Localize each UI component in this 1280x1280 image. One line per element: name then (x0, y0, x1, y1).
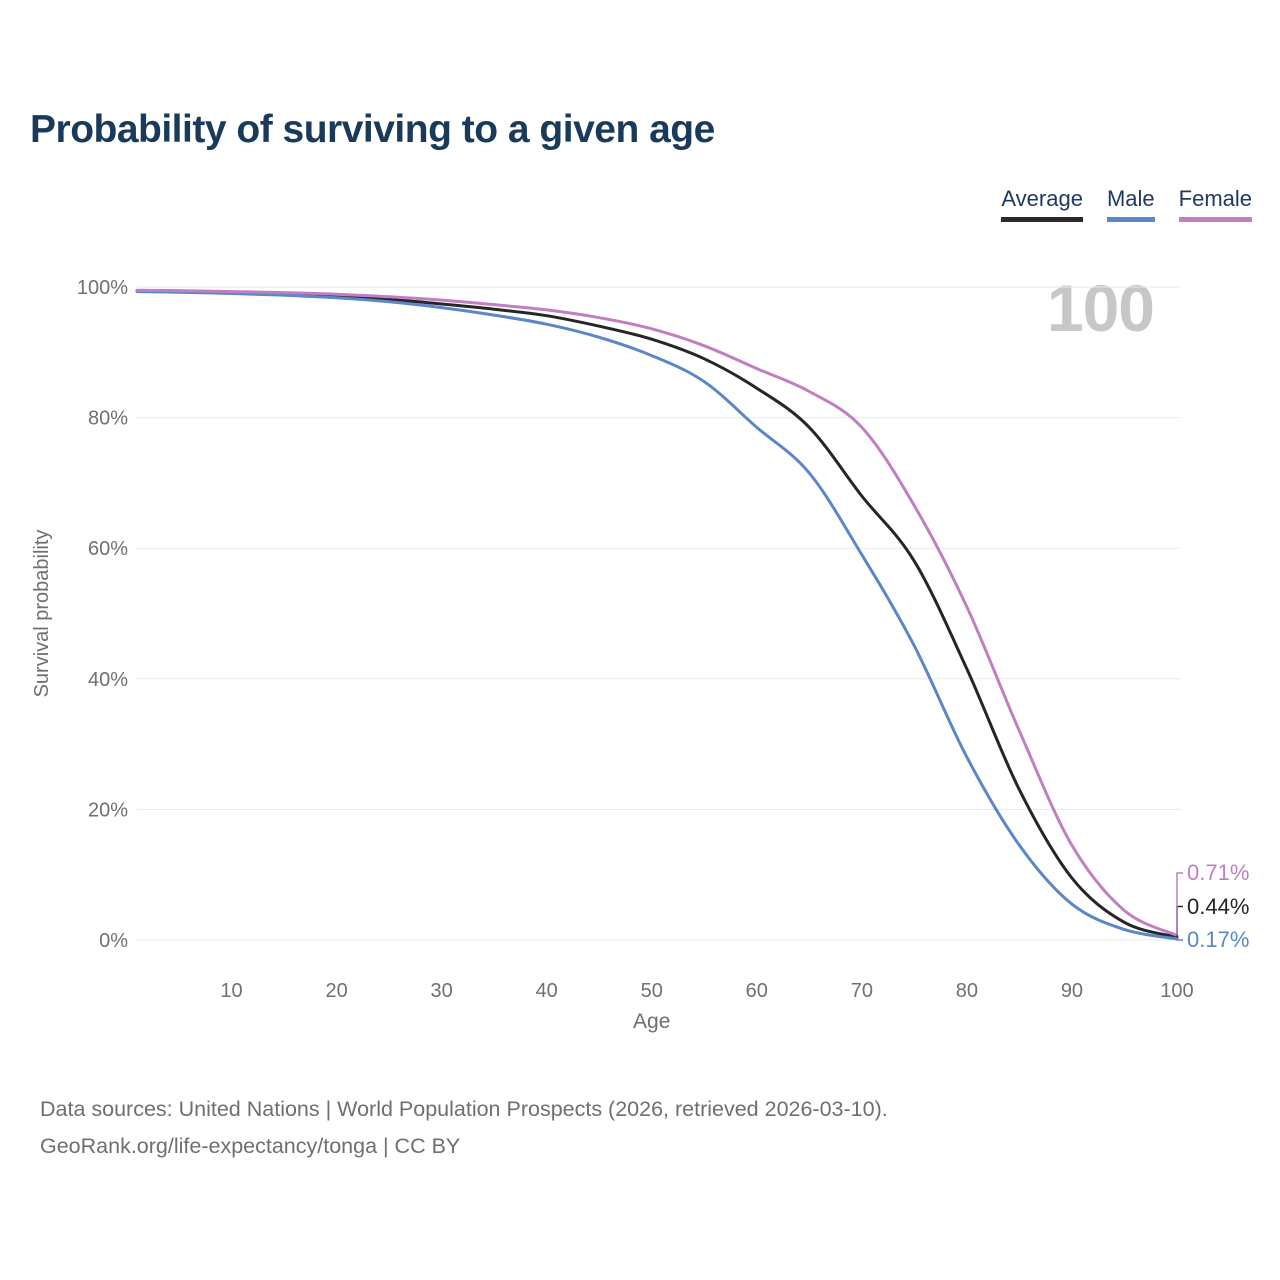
x-axis-title: Age (633, 1010, 670, 1033)
x-tick-label: 90 (1061, 980, 1083, 1002)
x-tick-label: 100 (1160, 980, 1193, 1002)
legend: Average Male Female (1001, 186, 1252, 222)
footer-attribution-line: GeoRank.org/life-expectancy/tonga | CC B… (40, 1134, 461, 1158)
x-tick-label: 30 (431, 980, 453, 1002)
page-title: Probability of surviving to a given age (30, 108, 715, 151)
age-watermark: 100 (1046, 271, 1155, 345)
y-tick-label: 80% (88, 408, 128, 430)
end-value-label-average: 0.44% (1187, 893, 1250, 919)
series-line-average[interactable] (135, 289, 1179, 939)
y-tick-label: 20% (88, 799, 128, 821)
y-axis-title: Survival probability (31, 530, 53, 698)
x-tick-label: 40 (536, 980, 558, 1002)
end-label-connector-female (1176, 872, 1183, 936)
legend-item-average[interactable]: Average (1001, 186, 1083, 222)
footer: Data sources: United Nations | World Pop… (40, 1091, 888, 1165)
end-label-connector-average (1176, 905, 1183, 938)
x-tick-label: 70 (851, 980, 873, 1002)
x-tick-label: 60 (746, 980, 768, 1002)
legend-item-male[interactable]: Male (1106, 186, 1155, 222)
y-tick-label: 0% (99, 930, 128, 952)
x-tick-label: 50 (641, 980, 663, 1002)
y-tick-label: 100% (77, 277, 128, 299)
x-tick-label: 80 (956, 980, 978, 1002)
x-tick-label: 10 (220, 980, 242, 1002)
y-tick-label: 60% (88, 538, 128, 560)
end-value-label-female: 0.71% (1187, 860, 1250, 885)
end-label-connector-male (1176, 938, 1183, 941)
series-line-male[interactable] (135, 290, 1179, 941)
end-value-label-male: 0.17% (1187, 927, 1250, 952)
x-tick-label: 20 (325, 980, 347, 1002)
legend-item-female[interactable]: Female (1178, 186, 1252, 222)
y-tick-label: 40% (88, 669, 128, 691)
footer-sources-line: Data sources: United Nations | World Pop… (40, 1097, 888, 1121)
series-line-female[interactable] (135, 288, 1179, 937)
